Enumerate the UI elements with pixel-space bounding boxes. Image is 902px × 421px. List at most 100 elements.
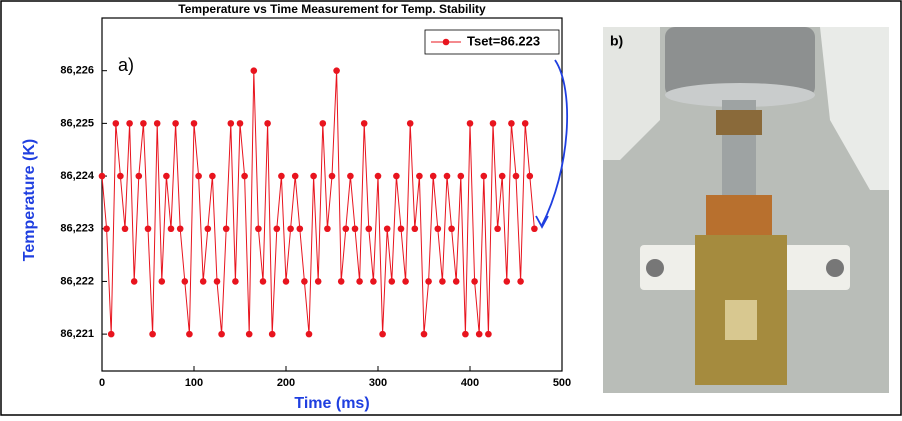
data-point: [213, 278, 221, 285]
data-point: [406, 120, 414, 127]
data-point: [494, 225, 501, 233]
data-point: [443, 172, 451, 180]
data-point: [107, 330, 115, 338]
data-point: [475, 330, 483, 338]
x-tick-label: 100: [185, 377, 203, 389]
photo-screw: [646, 259, 664, 277]
data-point: [370, 278, 377, 285]
data-point: [227, 120, 235, 127]
data-point: [439, 278, 446, 285]
data-point: [471, 278, 478, 285]
chart-title: Temperature vs Time Measurement for Temp…: [178, 2, 486, 16]
data-point: [425, 278, 432, 285]
data-point: [268, 330, 276, 338]
y-tick-label: 86,222: [60, 275, 94, 287]
data-point: [158, 278, 166, 285]
y-tick-label: 86,225: [60, 117, 94, 129]
x-tick-label: 200: [277, 377, 295, 389]
data-point: [273, 225, 281, 233]
x-tick-label: 400: [461, 377, 479, 389]
data-point: [508, 120, 515, 127]
data-point: [144, 225, 152, 233]
data-point: [296, 225, 304, 233]
data-point: [379, 330, 386, 338]
series: [98, 67, 538, 338]
plot-area: [101, 17, 563, 372]
data-point: [420, 330, 428, 338]
data-point: [305, 330, 313, 338]
data-point: [130, 278, 138, 285]
data-point: [462, 330, 469, 338]
photo-foam: [603, 27, 660, 160]
data-point: [328, 172, 336, 180]
photo-cylinder: [665, 27, 815, 97]
data-point: [287, 225, 294, 233]
data-point: [204, 225, 212, 233]
data-point: [195, 172, 202, 180]
y-axis-label: Temperature (K): [21, 139, 38, 261]
photo-screw: [826, 259, 844, 277]
data-point: [319, 120, 327, 127]
data-point: [245, 330, 253, 338]
data-point: [480, 172, 488, 180]
x-tick-label: 0: [99, 377, 105, 389]
data-point: [199, 278, 207, 285]
photo-foam: [820, 27, 889, 190]
arrow-head: [535, 215, 549, 229]
panel-label: b): [610, 33, 623, 49]
data-point: [98, 172, 106, 180]
data-point: [121, 225, 129, 233]
data-point: [255, 225, 262, 233]
data-point: [448, 225, 455, 233]
data-point: [531, 225, 538, 233]
data-point: [153, 120, 161, 127]
annotation-arrow: [541, 59, 568, 226]
data-point: [416, 172, 423, 180]
data-point: [310, 172, 317, 180]
data-point: [222, 225, 230, 233]
data-point: [167, 225, 175, 233]
data-point: [457, 172, 465, 180]
data-point: [264, 120, 271, 127]
data-point: [402, 278, 409, 285]
data-point: [365, 225, 373, 233]
data-point: [466, 120, 474, 127]
legend-marker: [442, 38, 450, 46]
data-point: [186, 330, 193, 338]
data-point: [135, 172, 143, 180]
data-point: [241, 172, 248, 180]
legend-label: Tset=86.223: [467, 33, 540, 48]
data-point: [209, 172, 216, 180]
data-point: [342, 225, 350, 233]
data-point: [429, 172, 437, 180]
data-point: [393, 172, 400, 180]
panel-label: a): [118, 55, 134, 75]
data-point: [489, 120, 497, 127]
data-point: [149, 330, 156, 338]
y-tick-label: 86,226: [60, 65, 94, 77]
data-point: [347, 172, 354, 180]
photo-cylinder-base: [665, 83, 815, 107]
photo-panel: b): [603, 27, 889, 393]
photo-copper: [706, 195, 772, 235]
data-point: [485, 330, 492, 338]
photo-chip: [725, 300, 757, 340]
data-point: [333, 67, 340, 74]
data-point: [512, 172, 520, 180]
data-point: [356, 278, 363, 285]
data-point: [434, 225, 442, 233]
data-point: [172, 120, 179, 127]
data-point: [388, 278, 396, 285]
data-point: [503, 278, 511, 285]
data-point: [351, 225, 359, 233]
data-point: [517, 278, 524, 285]
data-point: [236, 120, 244, 127]
data-point: [383, 225, 391, 233]
data-point: [181, 278, 189, 285]
data-point: [498, 172, 506, 180]
data-point: [140, 120, 147, 127]
data-point: [278, 172, 285, 180]
data-point: [163, 172, 170, 180]
data-point: [117, 172, 124, 180]
